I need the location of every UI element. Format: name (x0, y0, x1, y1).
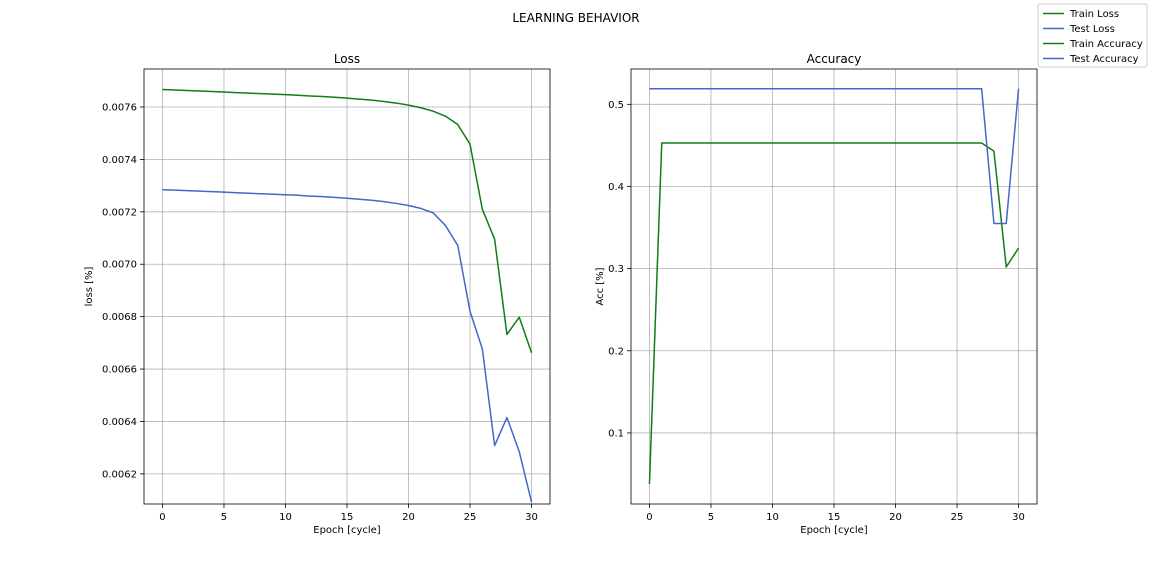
legend-label-test-loss: Test Loss (1069, 24, 1115, 35)
subplot-title: Accuracy (807, 52, 862, 66)
x-tick-label: 25 (464, 512, 477, 523)
x-axis-label: Epoch [cycle] (800, 525, 868, 536)
series-line-test-loss (162, 189, 533, 503)
y-axis-label: Acc [%] (595, 267, 606, 305)
subplot-title: Loss (334, 52, 360, 66)
loss-plot: 0 5 10 15 20 25 30 0.0062 0.0064 0.0066 0.0068 0.00… (84, 52, 551, 536)
x-tick-label: 0 (159, 512, 165, 523)
x-tick-label: 5 (221, 512, 227, 523)
x-tick-label: 0 (646, 512, 652, 523)
y-tick-label: 0.2 (608, 346, 624, 357)
accuracy-plot: 0 5 10 15 20 25 30 0.1 0.2 0.3 0.4 0.5 Accuracy Epoch… (595, 52, 1038, 536)
y-tick-label: 0.3 (608, 264, 624, 275)
y-tick-label: 0.5 (608, 100, 624, 111)
y-tick-label: 0.0064 (102, 417, 137, 428)
legend-label-test-accuracy: Test Accuracy (1069, 54, 1139, 65)
legend-label-train-accuracy: Train Accuracy (1069, 39, 1143, 50)
y-tick-label: 0.0076 (102, 102, 137, 113)
x-axis-label: Epoch [cycle] (313, 525, 381, 536)
y-tick-label: 0.1 (608, 428, 624, 439)
series-line-train-accuracy (648, 142, 1020, 484)
series-line-train-loss (162, 88, 533, 354)
x-tick-label: 20 (889, 512, 902, 523)
figure-title: LEARNING BEHAVIOR (512, 11, 639, 25)
y-tick-label: 0.0070 (102, 260, 137, 271)
legend-label-train-loss: Train Loss (1069, 9, 1119, 20)
x-tick-label: 10 (279, 512, 292, 523)
x-tick-label: 15 (828, 512, 841, 523)
x-tick-label: 15 (341, 512, 354, 523)
x-tick-label: 20 (402, 512, 415, 523)
y-tick-label: 0.0062 (102, 469, 137, 480)
y-tick-label: 0.0072 (102, 207, 137, 218)
series-line-test-accuracy (649, 87, 1020, 225)
y-tick-label: 0.0066 (102, 365, 137, 376)
x-tick-label: 5 (708, 512, 714, 523)
legend: Train Loss Test Loss Train Accuracy Test… (1037, 3, 1148, 68)
y-tick-label: 0.4 (608, 182, 624, 193)
x-tick-label: 25 (951, 512, 964, 523)
x-tick-label: 30 (1012, 512, 1025, 523)
y-axis-label: loss [%] (84, 267, 95, 307)
y-tick-label: 0.0074 (102, 155, 137, 166)
legend-frame (1037, 3, 1148, 68)
x-tick-label: 30 (525, 512, 538, 523)
y-tick-label: 0.0068 (102, 312, 137, 323)
x-tick-label: 10 (766, 512, 779, 523)
